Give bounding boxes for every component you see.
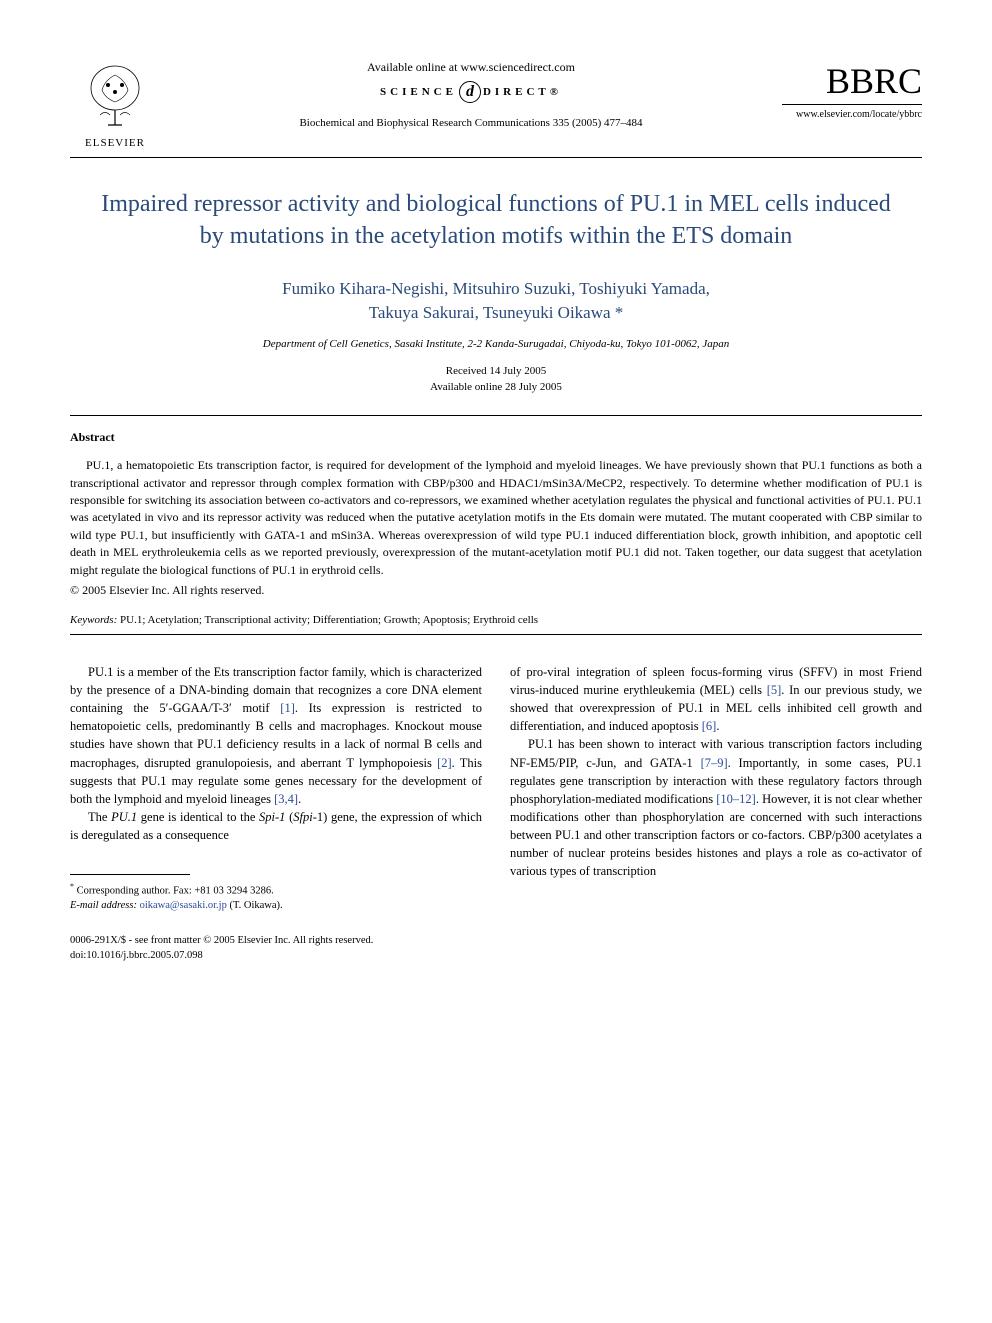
- ref-link-1[interactable]: [1]: [280, 701, 295, 715]
- center-header: Available online at www.sciencedirect.co…: [160, 60, 782, 129]
- elsevier-label: ELSEVIER: [85, 137, 145, 149]
- available-date: Available online 28 July 2005: [430, 381, 562, 393]
- sciencedirect-d-icon: d: [459, 81, 481, 103]
- ref-link-2[interactable]: [2]: [437, 756, 452, 770]
- col2-para2: PU.1 has been shown to interact with var…: [510, 735, 922, 880]
- bottom-meta: 0006-291X/$ - see front matter © 2005 El…: [70, 934, 482, 963]
- column-left: PU.1 is a member of the Ets transcriptio…: [70, 663, 482, 964]
- available-online-text: Available online at www.sciencedirect.co…: [170, 60, 772, 75]
- email-link[interactable]: oikawa@sasaki.or.jp: [140, 900, 227, 911]
- corresponding-author: * Corresponding author. Fax: +81 03 3294…: [70, 881, 482, 899]
- ref-link-7-9[interactable]: [7–9]: [701, 756, 728, 770]
- dates-block: Received 14 July 2005 Available online 2…: [70, 364, 922, 395]
- footnote-block: * Corresponding author. Fax: +81 03 3294…: [70, 881, 482, 914]
- abstract-heading: Abstract: [70, 430, 922, 445]
- sciencedirect-logo: SCIENCE d DIRECT®: [380, 81, 562, 103]
- abstract-body: PU.1, a hematopoietic Ets transcription …: [70, 458, 922, 576]
- keywords-label: Keywords:: [70, 614, 117, 626]
- column-right: of pro-viral integration of spleen focus…: [510, 663, 922, 964]
- elsevier-tree-icon: [80, 60, 150, 135]
- authors-line1: Fumiko Kihara-Negishi, Mitsuhiro Suzuki,…: [282, 279, 710, 298]
- page-header: ELSEVIER Available online at www.science…: [70, 60, 922, 149]
- affiliation: Department of Cell Genetics, Sasaki Inst…: [70, 338, 922, 350]
- issn-copyright: 0006-291X/$ - see front matter © 2005 El…: [70, 934, 482, 949]
- received-date: Received 14 July 2005: [446, 365, 547, 377]
- keywords: Keywords: PU.1; Acetylation; Transcripti…: [70, 614, 922, 626]
- ref-link-5[interactable]: [5]: [767, 683, 782, 697]
- bbrc-block: BBRC www.elsevier.com/locate/ybbrc: [782, 60, 922, 120]
- ref-link-34[interactable]: [3,4]: [274, 792, 298, 806]
- col1-para2: The PU.1 gene is identical to the Spi-1 …: [70, 808, 482, 844]
- keywords-text: PU.1; Acetylation; Transcriptional activ…: [117, 614, 538, 626]
- authors: Fumiko Kihara-Negishi, Mitsuhiro Suzuki,…: [70, 277, 922, 325]
- authors-line2: Takuya Sakurai, Tsuneyuki Oikawa *: [369, 303, 624, 322]
- article-title: Impaired repressor activity and biologic…: [70, 188, 922, 253]
- col2-para1: of pro-viral integration of spleen focus…: [510, 663, 922, 736]
- sciencedirect-right: DIRECT®: [483, 86, 562, 98]
- ref-link-10-12[interactable]: [10–12]: [716, 792, 756, 806]
- header-rule: [70, 157, 922, 158]
- sciencedirect-left: SCIENCE: [380, 86, 457, 98]
- doi: doi:10.1016/j.bbrc.2005.07.098: [70, 949, 482, 964]
- body-columns: PU.1 is a member of the Ets transcriptio…: [70, 663, 922, 964]
- col1-para1: PU.1 is a member of the Ets transcriptio…: [70, 663, 482, 808]
- email-line: E-mail address: oikawa@sasaki.or.jp (T. …: [70, 899, 482, 914]
- footnote-rule: [70, 874, 190, 875]
- keywords-rule: [70, 634, 922, 635]
- bbrc-url: www.elsevier.com/locate/ybbrc: [782, 109, 922, 120]
- journal-citation: Biochemical and Biophysical Research Com…: [170, 117, 772, 129]
- abstract-top-rule: [70, 415, 922, 416]
- elsevier-logo-block: ELSEVIER: [70, 60, 160, 149]
- abstract-copyright: © 2005 Elsevier Inc. All rights reserved…: [70, 583, 922, 598]
- abstract-text: PU.1, a hematopoietic Ets transcription …: [70, 457, 922, 579]
- bbrc-title: BBRC: [782, 60, 922, 105]
- ref-link-6[interactable]: [6]: [702, 719, 717, 733]
